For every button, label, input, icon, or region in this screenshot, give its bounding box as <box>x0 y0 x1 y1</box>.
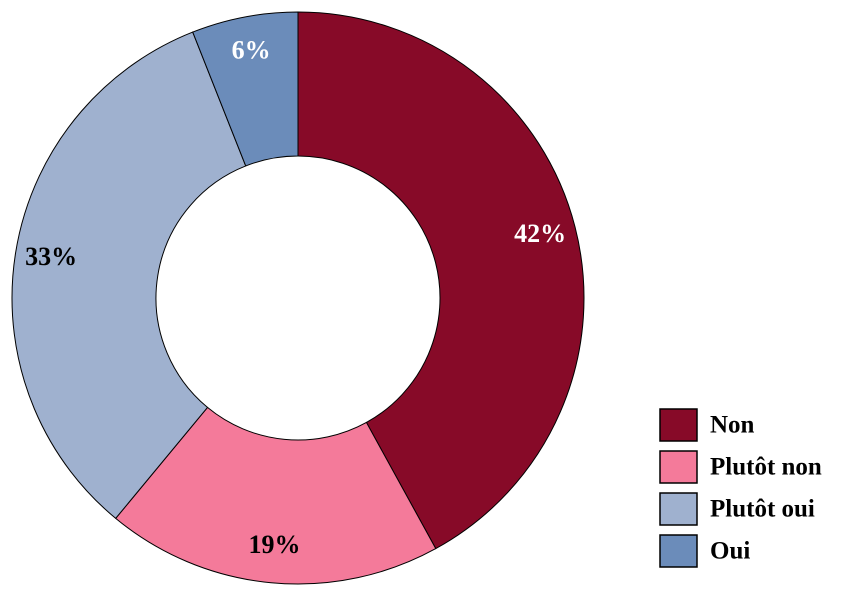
legend-swatch <box>659 492 698 526</box>
value-label: 42% <box>514 219 566 248</box>
value-label: 6% <box>232 35 271 64</box>
legend-swatch <box>659 534 698 568</box>
donut-slice <box>297 11 585 550</box>
legend-label: Plutôt non <box>710 454 822 481</box>
legend-swatch <box>659 408 698 442</box>
legend-label: Oui <box>710 538 750 565</box>
legend-label: Non <box>710 412 755 439</box>
legend-swatch <box>659 450 698 484</box>
donut-slice <box>114 406 437 585</box>
value-label: 19% <box>248 530 300 559</box>
value-label: 33% <box>25 242 77 271</box>
donut-slice <box>11 31 247 520</box>
donut-slice <box>192 11 299 167</box>
legend-label: Plutôt oui <box>710 496 815 523</box>
